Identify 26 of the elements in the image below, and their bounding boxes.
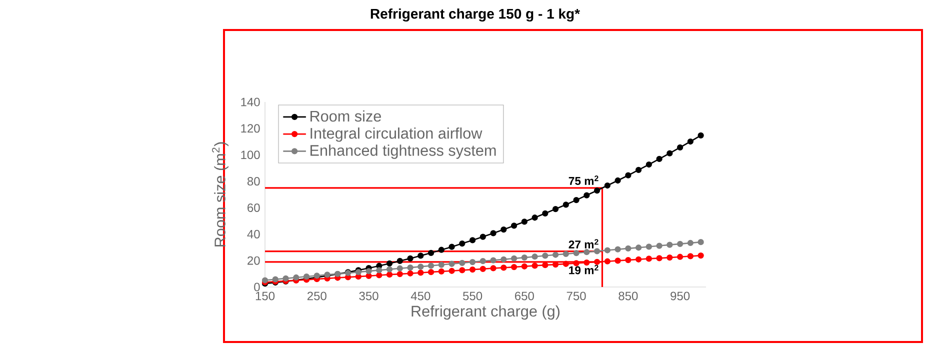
y-tick-label: 20 — [248, 256, 260, 265]
y-tick-label: 100 — [241, 150, 260, 160]
x-tick-label: 250 — [307, 292, 326, 300]
x-tick-label: 550 — [463, 292, 482, 300]
y-tick-label: 0 — [254, 282, 260, 292]
chart-title: Refrigerant charge 150 g - 1 kg* — [370, 8, 580, 22]
x-tick-label: 950 — [670, 292, 690, 300]
x-tick-label: 350 — [359, 292, 378, 300]
y-tick-label: 140 — [241, 98, 260, 106]
legend-label: Integral circulation airflow — [310, 127, 482, 142]
x-tick-label: 750 — [566, 292, 586, 300]
x-tick-label: 150 — [256, 292, 275, 300]
y-tick-label: 40 — [247, 230, 260, 238]
ref-line-label: 19 m$^{2}$ — [569, 264, 598, 274]
x-axis-title: Refrigerant charge (g) — [412, 305, 560, 320]
y-tick-label: 120 — [241, 124, 260, 133]
legend-label: Enhanced tightness system — [310, 144, 496, 159]
x-tick-label: 850 — [618, 292, 638, 300]
y-tick-label: 60 — [248, 203, 260, 212]
x-tick-label: 450 — [410, 292, 430, 300]
ref-line-label: 27 m$^{2}$ — [568, 239, 598, 248]
y-axis-title: Room size (m$^{2}$) — [212, 142, 228, 246]
x-tick-label: 650 — [515, 292, 534, 300]
legend-label: Room size — [310, 110, 381, 122]
ref-line-label: 75 m$^{2}$ — [568, 176, 598, 185]
y-tick-label: 80 — [247, 177, 260, 186]
